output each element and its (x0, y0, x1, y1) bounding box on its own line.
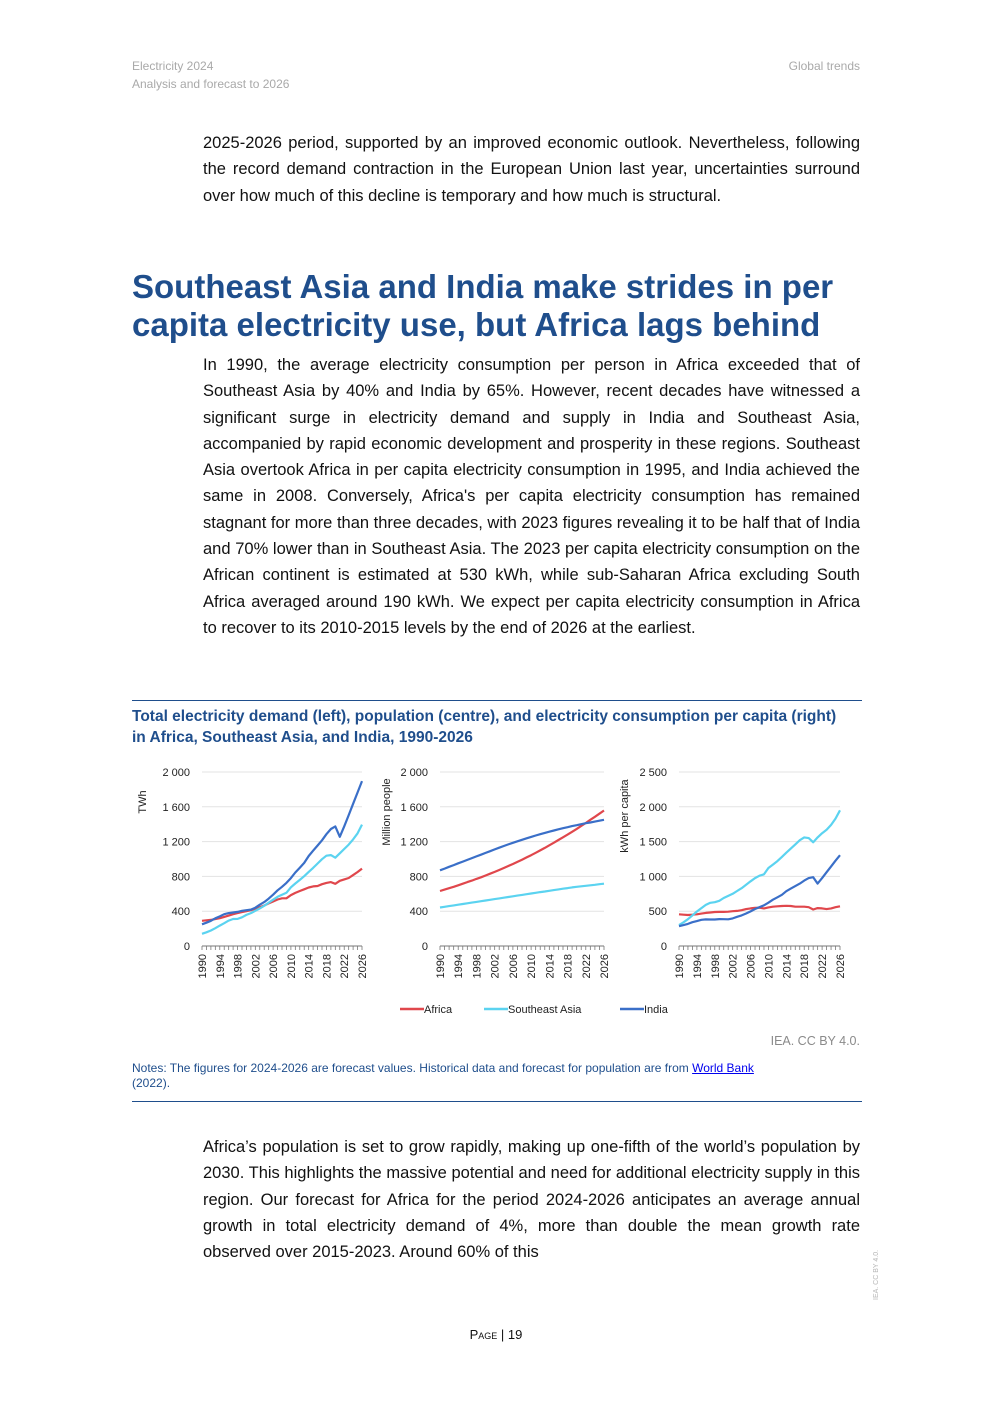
legend-label-africa: Africa (424, 1004, 453, 1016)
x-tick-label: 2022 (581, 954, 593, 978)
section-title: Global trends (788, 59, 860, 73)
x-tick-label: 1994 (692, 954, 704, 978)
notes-year: (2022). (132, 1076, 171, 1090)
y-tick-label: 400 (410, 906, 428, 918)
x-tick-label: 2002 (728, 954, 740, 978)
figure-notes: Notes: The figures for 2024-2026 are for… (132, 1061, 852, 1091)
x-tick-label: 2026 (357, 954, 369, 978)
x-tick-label: 2026 (835, 954, 847, 978)
figure-charts: 0 400 800 1 200 1 600 2 000 1990 1994 1998 2002 20… (137, 767, 847, 1016)
y-tick-label: 2 000 (639, 802, 667, 814)
x-tick-label: 1998 (471, 954, 483, 978)
legend-label-india: India (644, 1004, 669, 1016)
y-tick-label: 1 200 (162, 837, 190, 849)
report-subtitle: Analysis and forecast to 2026 (132, 77, 290, 91)
y-tick-label: 500 (649, 906, 667, 918)
x-tick-label: 1998 (233, 954, 245, 978)
series-line-southeast-asia (439, 882, 605, 909)
series-line-india (439, 818, 605, 872)
figure-top-rule (132, 700, 862, 701)
x-tick-label: 2006 (746, 954, 758, 978)
y-tick-label: 1 000 (639, 871, 667, 883)
y-tick-label: 800 (410, 871, 428, 883)
y-tick-label: 2 500 (639, 767, 667, 779)
y-axis-label: kWh per capita (619, 778, 631, 852)
series-line-india (678, 854, 841, 928)
x-tick-label: 1998 (710, 954, 722, 978)
x-tick-label: 1994 (215, 954, 227, 978)
y-tick-label: 1 500 (639, 837, 667, 849)
x-tick-label: 2022 (817, 954, 829, 978)
y-tick-label: 2 000 (400, 767, 428, 779)
world-bank-link[interactable]: World Bank (692, 1061, 754, 1075)
x-tick-label: 2018 (563, 954, 575, 978)
x-tick-label: 2006 (508, 954, 520, 978)
x-tick-label: 2014 (304, 954, 316, 978)
figure-bottom-rule (132, 1101, 862, 1102)
y-tick-label: 0 (184, 941, 190, 953)
side-license-note: IEA. CC BY 4.0. (873, 1249, 880, 1300)
series-line-southeast-asia (678, 809, 841, 927)
x-tick-label: 2002 (490, 954, 502, 978)
y-tick-label: 0 (422, 941, 428, 953)
y-axis-label: Million people (381, 778, 393, 845)
x-tick-label: 1994 (453, 954, 465, 978)
x-tick-label: 1990 (435, 954, 447, 978)
x-tick-label: 2010 (286, 954, 298, 978)
page-word: Page (469, 1327, 498, 1342)
report-title: Electricity 2024 (132, 59, 214, 73)
y-tick-label: 1 200 (400, 837, 428, 849)
notes-text: Notes: The figures for 2024-2026 are for… (132, 1061, 693, 1075)
x-tick-label: 2022 (339, 954, 351, 978)
series-line-africa (439, 809, 605, 893)
x-tick-label: 1990 (197, 954, 209, 978)
page-number: | 19 (500, 1327, 523, 1342)
page-footer: Page | 19 (0, 1327, 992, 1342)
y-tick-label: 1 600 (400, 802, 428, 814)
x-tick-label: 2014 (781, 954, 793, 978)
series-line-southeast-asia (201, 824, 363, 935)
series-line-india (201, 780, 364, 926)
x-tick-label: 2014 (544, 954, 556, 978)
x-tick-label: 1990 (674, 954, 686, 978)
closing-paragraph: Africa’s population is set to grow rapid… (203, 1138, 860, 1262)
running-header-left: Electricity 2024 Analysis and forecast t… (132, 57, 289, 93)
y-tick-label: 0 (661, 941, 667, 953)
y-tick-label: 1 600 (162, 802, 190, 814)
y-axis-label: TWh (137, 790, 149, 813)
intro-paragraph: 2025-2026 period, supported by an improv… (203, 134, 860, 205)
legend-label-southeast-asia: Southeast Asia (508, 1004, 582, 1016)
y-tick-label: 2 000 (162, 767, 190, 779)
x-tick-label: 2018 (321, 954, 333, 978)
y-tick-label: 800 (172, 871, 190, 883)
x-tick-label: 2010 (763, 954, 775, 978)
x-tick-label: 2006 (268, 954, 280, 978)
x-tick-label: 2026 (599, 954, 611, 978)
series-line-africa (201, 867, 363, 922)
section-heading: Southeast Asia and India make strides in… (132, 268, 834, 343)
figure-credit: IEA. CC BY 4.0. (770, 1034, 860, 1048)
y-tick-label: 400 (172, 906, 190, 918)
x-tick-label: 2002 (250, 954, 262, 978)
figure-title: Total electricity demand (left), populat… (132, 708, 837, 746)
body-paragraph: In 1990, the average electricity consump… (203, 356, 860, 637)
x-tick-label: 2010 (526, 954, 538, 978)
x-tick-label: 2018 (799, 954, 811, 978)
